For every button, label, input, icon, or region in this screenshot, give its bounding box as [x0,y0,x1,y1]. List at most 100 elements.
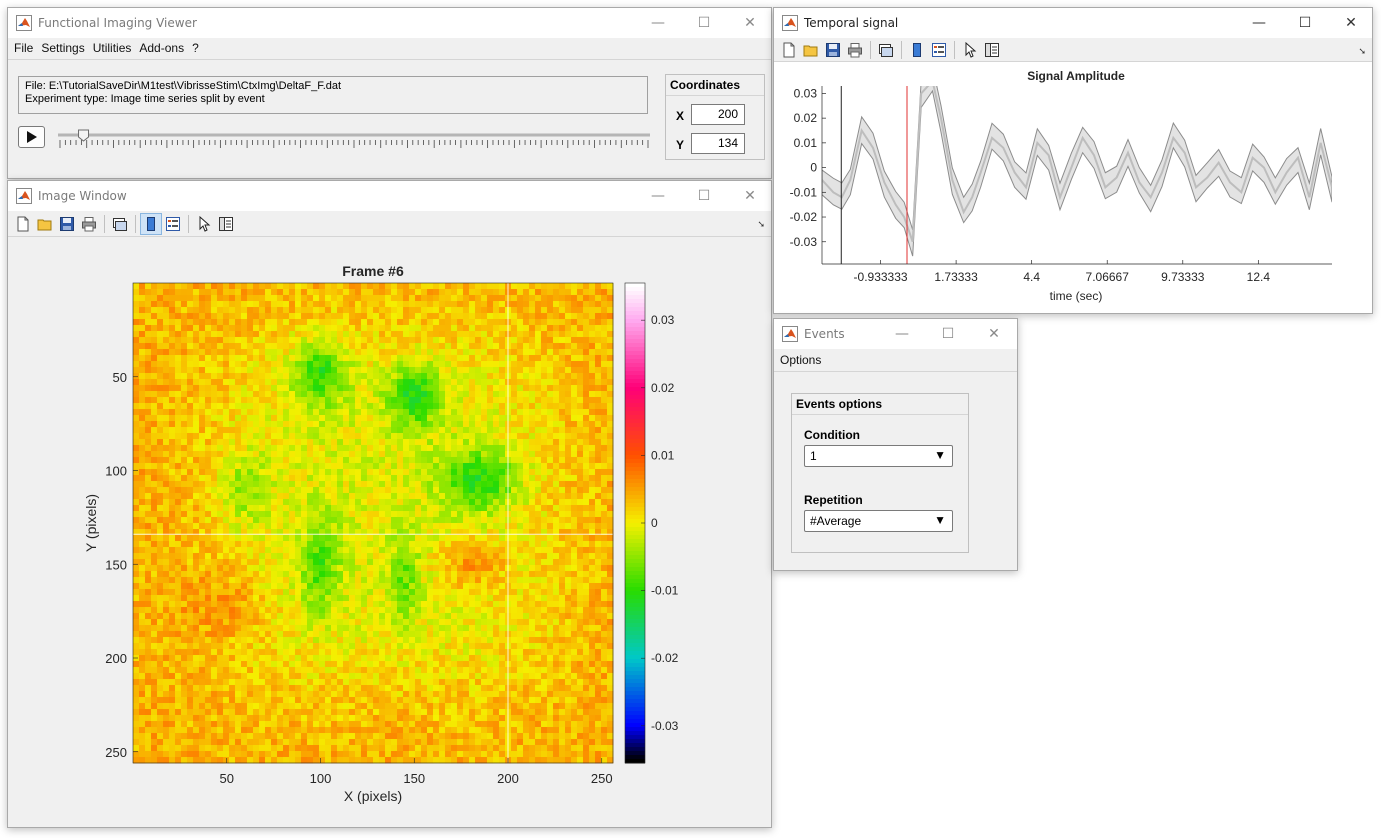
edit-plot-button[interactable] [193,213,215,235]
x-coord-input[interactable]: 200 [691,104,745,125]
y-tick-label: 100 [105,464,127,479]
property-inspector-button[interactable] [215,213,237,235]
new-figure-button[interactable] [778,39,800,61]
print-button[interactable] [78,213,100,235]
menu-utilities[interactable]: Utilities [92,41,132,55]
menu-divider [8,59,771,60]
print-button[interactable] [844,39,866,61]
edit-plot-button[interactable] [959,39,981,61]
menu-settings[interactable]: Settings [41,41,85,55]
toolbar-separator [901,40,902,59]
repetition-label: Repetition [804,493,863,507]
image-window-title: Image Window [38,189,127,203]
temporal-titlebar[interactable]: Temporal signal — ☐ ✕ [774,8,1372,38]
menu-divider [774,371,1017,372]
link-plot-icon [113,217,127,231]
close-icon[interactable]: ✕ [744,188,756,204]
minimize-icon[interactable]: — [651,15,665,31]
experiment-type-text: Experiment type: Image time series split… [25,93,265,105]
y-coord-label: Y [676,138,685,152]
coordinates-panel: Coordinates X 200 Y 134 [665,74,765,160]
minimize-icon[interactable]: — [895,326,909,342]
close-icon[interactable]: ✕ [1345,15,1357,31]
file-info-box: File: E:\TutorialSaveDir\M1test\Vibrisse… [18,76,648,114]
colorbar-icon [147,216,155,231]
temporal-title: Temporal signal [804,16,899,30]
property-inspector-icon [219,216,233,231]
maximize-icon[interactable]: ☐ [697,188,711,204]
frame-title: Frame #6 [342,263,404,279]
events-title: Events [804,327,845,341]
print-icon [82,216,96,231]
x-tick-label: 12.4 [1247,270,1271,284]
link-plot-button[interactable] [109,213,131,235]
maximize-icon[interactable]: ☐ [941,326,955,342]
close-icon[interactable]: ✕ [744,15,756,31]
events-menubar: Options [774,349,1017,371]
menu-addons[interactable]: Add-ons [139,41,185,55]
menu-help[interactable]: ? [192,41,199,55]
maximize-icon[interactable]: ☐ [1298,15,1312,31]
pointer-arrow-icon [199,215,211,232]
new-figure-button[interactable] [12,213,34,235]
folder-open-icon [37,219,52,230]
y-tick-label: 0 [810,161,817,175]
new-file-icon [783,42,795,57]
link-plot-button[interactable] [875,39,897,61]
x-tick-label: 7.06667 [1086,270,1130,284]
dropdown-arrow-icon: ▼ [934,513,946,527]
y-tick-label: 200 [105,651,127,666]
toolbar-separator [954,40,955,59]
condition-label: Condition [804,428,860,442]
property-inspector-button[interactable] [981,39,1003,61]
colorbar-button[interactable] [140,212,162,235]
repetition-value: #Average [810,514,862,528]
signal-mean-line[interactable] [822,81,1332,243]
maximize-icon[interactable]: ☐ [697,15,711,31]
minimize-icon[interactable]: — [651,188,665,204]
slider-thumb[interactable] [78,129,90,142]
minimize-icon[interactable]: — [1252,15,1266,31]
open-button[interactable] [800,39,822,61]
close-icon[interactable]: ✕ [988,326,1000,342]
signal-plot: Signal Amplitude 0.03 0.02 0.01 0 -0.01 -0.02… [790,66,1332,303]
colorbar-button[interactable] [906,39,928,61]
legend-icon [932,42,946,57]
y-tick-label: 150 [105,557,127,572]
signal-x-axis-label: time (sec) [1050,289,1103,303]
colorbar[interactable]: 0.03 0.02 0.01 0 -0.01 -0.02 -0.03 [624,282,679,764]
image-ticks: 50 100 150 200 250 50 100 150 200 250 [105,370,612,786]
dock-arrow-icon[interactable]: ➘ [1358,46,1366,56]
save-button[interactable] [56,213,78,235]
legend-button[interactable] [162,213,184,235]
legend-button[interactable] [928,39,950,61]
y-coord-input[interactable]: 134 [691,133,745,154]
y-tick-label: -0.02 [790,210,818,224]
frame-slider[interactable] [58,121,650,151]
x-tick-label: 250 [591,771,613,786]
image-titlebar[interactable]: Image Window — ☐ ✕ [8,181,771,211]
heatmap-image[interactable] [133,283,614,764]
y-tick-label: 250 [105,745,127,760]
link-plot-icon [879,43,893,57]
x-axis-label: X (pixels) [344,788,402,804]
condition-dropdown[interactable]: 1 ▼ [804,445,953,467]
viewer-title: Functional Imaging Viewer [38,16,197,30]
play-button[interactable] [18,126,45,148]
menu-file[interactable]: File [14,41,34,55]
save-button[interactable] [822,39,844,61]
menu-options[interactable]: Options [780,353,822,367]
colorbar-icon [913,42,921,57]
repetition-dropdown[interactable]: #Average ▼ [804,510,953,532]
viewer-titlebar[interactable]: Functional Imaging Viewer — ☐ ✕ [8,8,771,38]
x-tick-label: 150 [403,771,425,786]
matlab-logo-icon [16,188,32,204]
signal-traces[interactable] [822,66,1332,264]
events-titlebar[interactable]: Events — ☐ ✕ [774,319,1017,349]
condition-value: 1 [810,449,817,463]
colorbar-tick-label: 0.03 [651,313,675,327]
open-button[interactable] [34,213,56,235]
signal-ticks: 0.03 0.02 0.01 0 -0.01 -0.02 -0.03 -0.933333 1.7… [790,86,1332,284]
matlab-logo-icon [782,15,798,31]
dock-arrow-icon[interactable]: ➘ [757,219,765,229]
